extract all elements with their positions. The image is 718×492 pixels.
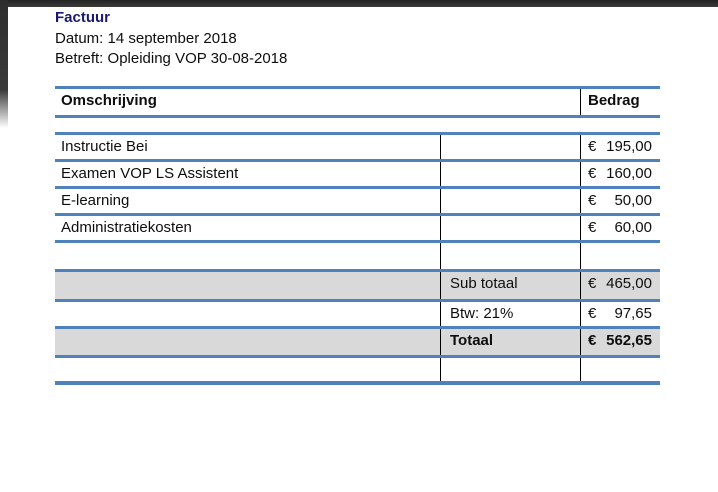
column-header-amount: Bedrag: [580, 89, 660, 115]
vat-row: Btw: 21% € 97,65: [55, 299, 660, 326]
item-amount: € 195,00: [580, 135, 660, 159]
item-description: E-learning: [61, 192, 130, 209]
currency-symbol: €: [588, 138, 597, 155]
spacer-row: [55, 240, 660, 269]
table-row: Administratiekosten € 60,00: [55, 213, 660, 240]
currency-symbol: €: [588, 219, 597, 236]
letterhead: Factuur Datum: 14 september 2018 Betreft…: [55, 8, 287, 70]
currency-symbol: €: [588, 332, 597, 349]
amount-value: 50,00: [614, 192, 652, 209]
vat-amount: € 97,65: [580, 302, 660, 326]
table-row: E-learning € 50,00: [55, 186, 660, 213]
subtotal-label: Sub totaal: [440, 272, 580, 299]
total-label: Totaal: [440, 329, 580, 355]
subtotal-amount: € 465,00: [580, 272, 660, 299]
spacer-row: [55, 355, 660, 381]
amount-value: 465,00: [606, 275, 652, 292]
table-row: Instructie Bei € 195,00: [55, 132, 660, 159]
currency-symbol: €: [588, 165, 597, 182]
amount-value: 60,00: [614, 219, 652, 236]
item-description: Examen VOP LS Assistent: [61, 165, 239, 182]
total-amount: € 562,65: [580, 329, 660, 355]
window-top-edge: [0, 0, 718, 7]
page-left-edge-shadow: [0, 0, 8, 128]
currency-symbol: €: [588, 192, 597, 209]
amount-value: 562,65: [606, 332, 652, 349]
invoice-table: Omschrijving Bedrag Instructie Bei € 195…: [55, 86, 660, 385]
item-description: Administratiekosten: [61, 219, 192, 236]
table-header-row: Omschrijving Bedrag: [55, 86, 660, 115]
total-row: Totaal € 562,65: [55, 326, 660, 355]
currency-symbol: €: [588, 275, 597, 292]
amount-value: 195,00: [606, 138, 652, 155]
column-header-description: Omschrijving: [61, 92, 157, 109]
date-line: Datum: 14 september 2018: [55, 29, 237, 47]
amount-value: 160,00: [606, 165, 652, 182]
item-amount: € 60,00: [580, 216, 660, 240]
table-row: Examen VOP LS Assistent € 160,00: [55, 159, 660, 186]
amount-value: 97,65: [614, 305, 652, 322]
document-title: Factuur: [55, 9, 111, 26]
subtotal-row: Sub totaal € 465,00: [55, 269, 660, 299]
item-amount: € 50,00: [580, 189, 660, 213]
currency-symbol: €: [588, 305, 597, 322]
subject-line: Betreft: Opleiding VOP 30-08-2018: [55, 50, 288, 67]
item-amount: € 160,00: [580, 162, 660, 186]
spacer-row: [55, 115, 660, 132]
item-description: Instructie Bei: [61, 138, 148, 155]
vat-label: Btw: 21%: [440, 302, 580, 326]
